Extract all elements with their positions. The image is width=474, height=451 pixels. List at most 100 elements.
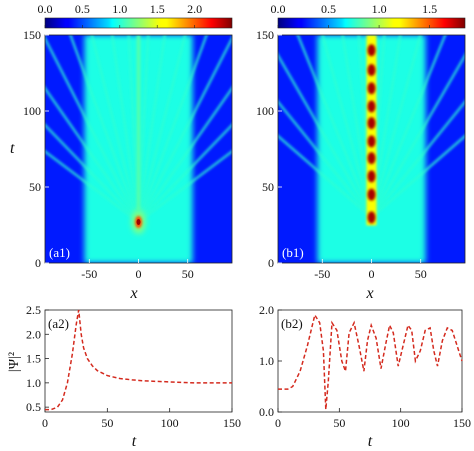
heatmap-a1: -50 0 50 0 50 100 150 (a1)	[23, 28, 233, 281]
y-tick-label: 1.0	[259, 354, 274, 368]
line-plot-b2-series	[278, 313, 463, 410]
heatmap-ray	[69, 35, 140, 223]
line-plot-b2-xlabel: t	[368, 433, 373, 450]
colorbar-tick-label: 0.0	[271, 2, 286, 16]
colorbar-tick-label: 2.0	[187, 2, 202, 16]
x-tick-label: 100	[392, 416, 410, 430]
heatmap-ray	[111, 35, 140, 223]
heatmap-ray	[296, 35, 373, 218]
heatmap-a1-axes: -50 0 50 0 50 100 150	[23, 28, 194, 281]
colorbar-tick-label: 1.0	[112, 2, 127, 16]
x-tick-label: 0	[369, 267, 375, 281]
heatmap-ray	[45, 36, 140, 223]
line-plot-b2: 0 50 100 150 0.0 1.0 2.0 (b2)	[259, 303, 471, 430]
colorbar-tick-label: 0.5	[321, 2, 336, 16]
panel-label-a2: (a2)	[48, 316, 69, 331]
heatmap-a1-ylabel: t	[10, 140, 15, 157]
colorbar-tick-label: 1.0	[372, 2, 387, 16]
heatmap-ray	[278, 53, 373, 218]
heatmap-ray	[370, 134, 465, 219]
colorbar-b1-ticks: 0.0 0.5 1.0 1.5	[271, 2, 437, 28]
panel-label-b1: (b1)	[282, 245, 304, 260]
x-tick-label: 150	[453, 416, 471, 430]
heatmap-ray	[137, 35, 208, 223]
heatmap-ray	[278, 134, 373, 219]
y-tick-label: 2.0	[259, 303, 274, 317]
heatmap-ray	[341, 35, 373, 218]
x-tick-label: -50	[314, 267, 330, 281]
y-tick-label: 1.5	[26, 352, 41, 366]
x-tick-label: 50	[101, 416, 113, 430]
y-tick-label: 150	[256, 28, 274, 42]
colorbar-tick-label: 1.5	[422, 2, 437, 16]
heatmap-breather-peak	[367, 188, 376, 201]
heatmap-breather-peak	[367, 152, 376, 165]
line-plot-a2-xlabel: t	[132, 433, 137, 450]
colorbar-a1-bar	[44, 17, 233, 29]
heatmap-b1-xlabel: x	[365, 285, 373, 302]
heatmap-ray	[45, 86, 140, 223]
y-tick-label: 100	[256, 104, 274, 118]
y-tick-label: 100	[23, 104, 41, 118]
y-tick-label: 0	[268, 256, 274, 270]
heatmap-ray	[370, 35, 402, 218]
heatmap-ray	[370, 35, 422, 218]
heatmap-ray	[137, 36, 232, 223]
x-tick-label: 0	[42, 416, 48, 430]
heatmap-breather-peak	[367, 135, 376, 148]
line-plot-a2-ylabel: |Ψ|²	[7, 352, 22, 372]
x-tick-label: 0	[136, 267, 142, 281]
heatmap-breather-peak	[367, 63, 376, 76]
heatmap-b1-axes: -50 0 50 0 50 100 150	[256, 28, 427, 281]
colorbar-tick-label: 0.5	[75, 2, 90, 16]
line-plot-a2-series	[45, 309, 232, 411]
colorbar-tick-label: 1.5	[150, 2, 165, 16]
x-tick-label: 100	[161, 416, 179, 430]
y-tick-label: 50	[262, 180, 274, 194]
line-plot-a2-axes: 0 50 100 150 0.5 1.0 1.5 2.0 2.5	[26, 303, 241, 430]
heatmap-ray	[321, 35, 373, 218]
colorbar-b1-bar	[277, 17, 466, 29]
y-tick-label: 0.5	[26, 400, 41, 414]
heatmap-ray	[370, 53, 465, 218]
x-tick-label: 50	[415, 267, 427, 281]
panel-label-a1: (a1)	[49, 245, 70, 260]
x-tick-label: 150	[223, 416, 241, 430]
heatmap-ray	[370, 100, 465, 219]
heatmap-b1: -50 0 50 0 50 100 150 (b1)	[256, 28, 466, 281]
y-tick-label: 0.0	[259, 405, 274, 419]
heatmap-ray	[90, 35, 140, 223]
heatmap-breather-peak	[367, 211, 376, 224]
heatmap-peak-core	[136, 218, 141, 225]
heatmap-breather-peak	[367, 117, 376, 130]
colorbar-a1-ticks: 0.0 0.5 1.0 1.5 2.0	[38, 2, 202, 28]
heatmap-ray	[278, 100, 373, 219]
heatmap-ray	[137, 123, 232, 223]
x-tick-label: 0	[275, 416, 281, 430]
heatmap-ray	[137, 35, 187, 223]
heatmap-ray	[370, 35, 447, 218]
line-plot-b2-frame	[277, 309, 463, 413]
heatmap-central-filament	[136, 35, 141, 210]
colorbar-a1: 0.0 0.5 1.0 1.5 2.0	[38, 2, 233, 29]
heatmap-breather-peak	[367, 170, 376, 183]
heatmap-ray	[45, 123, 140, 223]
colorbar-tick-label: 0.0	[38, 2, 53, 16]
heatmap-ray	[137, 150, 232, 223]
heatmap-ray	[137, 35, 150, 223]
y-tick-label: 2.5	[26, 303, 41, 317]
y-tick-label: 0	[35, 256, 41, 270]
heatmap-breather-peak	[367, 44, 376, 57]
y-tick-label: 2.0	[26, 327, 41, 341]
panel-label-b2: (b2)	[281, 316, 303, 331]
x-tick-label: 50	[333, 416, 345, 430]
line-plot-a2: 0 50 100 150 0.5 1.0 1.5 2.0 2.5 (a2)	[26, 303, 241, 430]
heatmap-ray	[45, 150, 140, 223]
heatmap-breather-peak	[367, 82, 376, 95]
heatmap-ray	[127, 35, 140, 223]
heatmap-breather-channel	[366, 35, 377, 226]
colorbar-b1: 0.0 0.5 1.0 1.5	[271, 2, 466, 29]
y-tick-label: 50	[29, 180, 41, 194]
heatmap-ray	[137, 86, 232, 223]
